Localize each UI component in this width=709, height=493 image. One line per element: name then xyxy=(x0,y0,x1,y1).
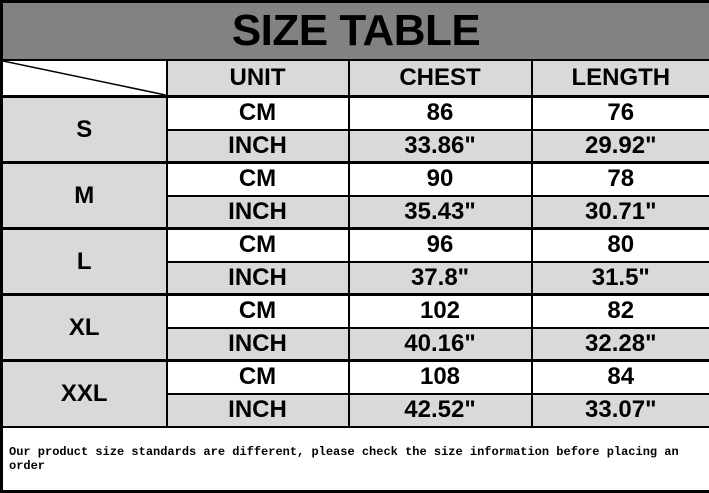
length-value: 82 xyxy=(532,295,709,328)
diagonal-line-icon xyxy=(3,61,166,95)
size-label-xl: XL xyxy=(2,295,167,361)
size-label-xxl: XXL xyxy=(2,361,167,427)
length-value: 33.07" xyxy=(532,394,709,427)
table-row: M CM 90 78 xyxy=(2,163,709,196)
chest-value: 96 xyxy=(349,229,532,262)
chest-value: 102 xyxy=(349,295,532,328)
chest-value: 42.52" xyxy=(349,394,532,427)
unit-cell: INCH xyxy=(167,130,349,163)
length-value: 80 xyxy=(532,229,709,262)
size-disclaimer-note: Our product size standards are different… xyxy=(2,427,709,492)
table-row: XXL CM 108 84 xyxy=(2,361,709,394)
size-label-l: L xyxy=(2,229,167,295)
length-value: 31.5" xyxy=(532,262,709,295)
chest-value: 90 xyxy=(349,163,532,196)
chest-value: 33.86" xyxy=(349,130,532,163)
length-value: 29.92" xyxy=(532,130,709,163)
page-title: SIZE TABLE xyxy=(2,2,709,61)
column-header-row: UNIT CHEST LENGTH xyxy=(2,60,709,97)
column-header-unit: UNIT xyxy=(167,60,349,97)
table-row: XL CM 102 82 xyxy=(2,295,709,328)
table-row: L CM 96 80 xyxy=(2,229,709,262)
chest-value: 86 xyxy=(349,97,532,130)
length-value: 30.71" xyxy=(532,196,709,229)
unit-cell: INCH xyxy=(167,328,349,361)
chest-value: 108 xyxy=(349,361,532,394)
unit-cell: INCH xyxy=(167,196,349,229)
column-header-chest: CHEST xyxy=(349,60,532,97)
length-value: 76 xyxy=(532,97,709,130)
length-value: 32.28" xyxy=(532,328,709,361)
chest-value: 37.8" xyxy=(349,262,532,295)
note-row: Our product size standards are different… xyxy=(2,427,709,492)
unit-cell: CM xyxy=(167,295,349,328)
table-row: S CM 86 76 xyxy=(2,97,709,130)
column-header-length: LENGTH xyxy=(532,60,709,97)
unit-cell: CM xyxy=(167,163,349,196)
corner-cell xyxy=(2,60,167,97)
length-value: 84 xyxy=(532,361,709,394)
unit-cell: INCH xyxy=(167,262,349,295)
length-value: 78 xyxy=(532,163,709,196)
unit-cell: CM xyxy=(167,97,349,130)
size-label-s: S xyxy=(2,97,167,163)
unit-cell: CM xyxy=(167,229,349,262)
size-label-m: M xyxy=(2,163,167,229)
chest-value: 35.43" xyxy=(349,196,532,229)
unit-cell: CM xyxy=(167,361,349,394)
chest-value: 40.16" xyxy=(349,328,532,361)
unit-cell: INCH xyxy=(167,394,349,427)
title-row: SIZE TABLE xyxy=(2,2,709,61)
